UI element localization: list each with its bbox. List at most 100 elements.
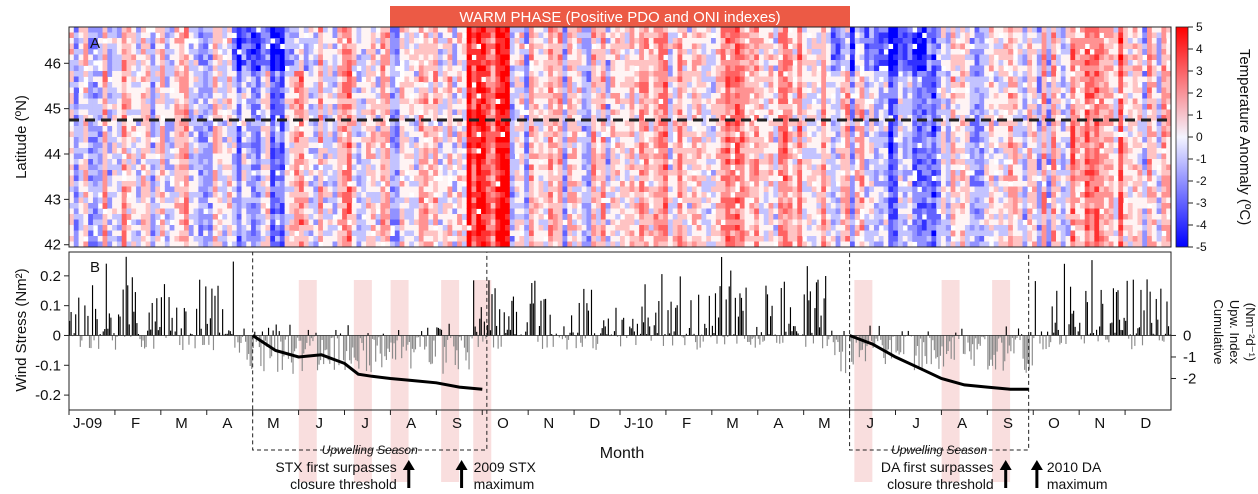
heatmap-cell: [140, 82, 147, 88]
heatmap-cell: [524, 197, 530, 204]
heatmap-cell: [69, 159, 75, 165]
heatmap-cell: [600, 208, 607, 215]
heatmap-cell: [126, 170, 132, 176]
heatmap-cell: [126, 98, 132, 105]
heatmap-cell: [136, 76, 142, 83]
heatmap-cell: [428, 159, 434, 165]
heatmap-cell: [423, 241, 429, 247]
heatmap-cell: [581, 137, 587, 143]
heatmap-cell: [116, 203, 123, 209]
heatmap-cell: [385, 225, 391, 231]
heatmap-cell: [600, 71, 607, 77]
heatmap-cell: [562, 236, 568, 242]
heatmap-cell: [366, 225, 372, 231]
heatmap-cell: [437, 219, 444, 226]
heatmap-cell: [596, 214, 602, 220]
heatmap-cell: [586, 142, 592, 149]
heatmap-cell: [279, 120, 286, 127]
heatmap-cell: [643, 76, 650, 83]
heatmap-cell: [672, 65, 678, 72]
heatmap-cell: [634, 241, 640, 247]
heatmap-cell: [643, 82, 650, 88]
heatmap-cell: [466, 49, 472, 55]
heatmap-cell: [294, 65, 300, 72]
heatmap-cell: [514, 219, 520, 226]
heatmap-cell: [78, 164, 84, 171]
heatmap-cell: [380, 126, 386, 132]
heatmap-cell: [538, 54, 544, 61]
heatmap-cell: [490, 214, 496, 220]
heatmap-cell: [509, 241, 515, 247]
heatmap-cell: [136, 192, 142, 198]
heatmap-cell: [375, 76, 381, 83]
heatmap-cell: [490, 170, 496, 176]
heatmap-cell: [203, 230, 209, 237]
heatmap-cell: [548, 203, 554, 209]
heatmap-cell: [591, 219, 597, 226]
heatmap-cell: [524, 82, 530, 88]
heatmap-cell: [145, 142, 151, 149]
heatmap-cell: [548, 115, 554, 121]
heatmap-cell: [107, 54, 113, 61]
heatmap-cell: [639, 82, 645, 88]
heatmap-cell: [471, 76, 477, 83]
heatmap-cell: [442, 93, 448, 99]
heatmap-cell: [174, 230, 180, 237]
heatmap-cell: [452, 153, 458, 160]
heatmap-cell: [78, 219, 84, 226]
heatmap-cell: [567, 76, 573, 83]
heatmap-cell: [433, 38, 439, 44]
heatmap-cell: [437, 32, 444, 39]
heatmap-cell: [437, 203, 444, 209]
heatmap-cell: [457, 65, 463, 72]
heatmap-cell: [370, 214, 377, 220]
heatmap-cell: [102, 203, 108, 209]
heatmap-cell: [687, 186, 693, 193]
heatmap-cell: [255, 241, 262, 247]
heatmap-cell: [88, 230, 94, 237]
heatmap-cell: [222, 115, 228, 121]
heatmap-cell: [303, 87, 309, 94]
heatmap-cell: [620, 175, 626, 182]
heatmap-cell: [231, 159, 238, 165]
heatmap-cell: [107, 137, 113, 143]
heatmap-cell: [562, 192, 568, 198]
heatmap-cell: [615, 192, 621, 198]
heatmap-cell: [605, 98, 611, 105]
heatmap-cell: [251, 54, 257, 61]
heatmap-cell: [83, 131, 89, 138]
heatmap-cell: [672, 208, 678, 215]
heatmap-cell: [188, 115, 194, 121]
heatmap-cell: [160, 93, 166, 99]
heatmap-cell: [126, 60, 132, 66]
heatmap-cell: [346, 87, 353, 94]
heatmap-cell: [562, 175, 568, 182]
heatmap-cell: [183, 170, 190, 176]
heatmap-cell: [572, 175, 578, 182]
heatmap-cell: [107, 87, 113, 94]
heatmap-cell: [653, 49, 659, 55]
heatmap-cell: [624, 87, 630, 94]
heatmap-cell: [562, 142, 568, 149]
heatmap-cell: [140, 137, 147, 143]
heatmap-cell: [596, 32, 602, 39]
heatmap-cell: [337, 197, 343, 204]
heatmap-cell: [303, 65, 309, 72]
heatmap-cell: [136, 241, 142, 247]
heatmap-cell: [198, 186, 204, 193]
heatmap-cell: [231, 148, 238, 154]
heatmap-cell: [567, 197, 573, 204]
heatmap-cell: [155, 43, 161, 50]
heatmap-cell: [308, 109, 314, 116]
heatmap-cell: [461, 98, 468, 105]
heatmap-cell: [447, 71, 453, 77]
heatmap-cell: [126, 71, 132, 77]
heatmap-cell: [313, 241, 319, 247]
heatmap-cell: [246, 76, 252, 83]
heatmap-cell: [490, 225, 496, 231]
heatmap-cell: [591, 126, 597, 132]
heatmap-cell: [548, 38, 554, 44]
heatmap-cell: [88, 186, 94, 193]
heatmap-cell: [663, 214, 669, 220]
heatmap-cell: [342, 115, 348, 121]
